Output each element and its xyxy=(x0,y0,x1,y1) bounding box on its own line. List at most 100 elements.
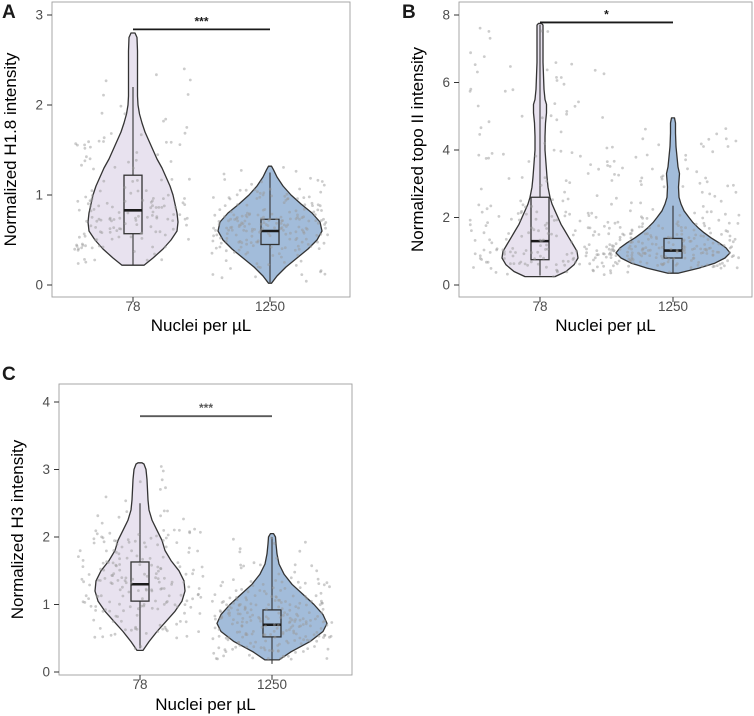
data-point xyxy=(596,253,600,256)
data-point xyxy=(479,187,483,191)
data-point xyxy=(181,201,185,205)
data-point xyxy=(230,228,234,232)
data-point xyxy=(473,239,477,242)
data-point xyxy=(162,509,166,513)
data-point xyxy=(646,249,650,252)
data-point xyxy=(264,592,268,596)
data-point xyxy=(687,236,691,240)
data-point xyxy=(233,218,237,221)
data-point xyxy=(568,212,571,216)
data-point xyxy=(627,264,630,268)
data-point xyxy=(158,230,162,234)
x-axis-title: Nuclei per µL xyxy=(151,316,252,335)
box-iqr xyxy=(123,174,143,235)
data-point xyxy=(102,568,106,572)
data-point xyxy=(552,275,555,278)
data-point xyxy=(254,275,257,279)
data-point xyxy=(682,238,686,242)
data-point xyxy=(613,173,616,176)
data-point xyxy=(87,140,90,144)
data-point xyxy=(280,247,284,251)
data-point xyxy=(485,260,488,264)
data-point xyxy=(145,258,149,262)
data-point xyxy=(154,206,158,209)
data-point xyxy=(630,251,634,255)
data-point xyxy=(232,537,235,541)
data-point xyxy=(262,646,266,650)
data-point xyxy=(303,203,307,207)
data-point xyxy=(222,172,226,176)
data-point xyxy=(693,247,696,251)
data-point xyxy=(261,227,264,231)
data-point xyxy=(587,214,591,218)
data-point xyxy=(184,620,188,624)
data-point xyxy=(573,229,577,233)
data-point xyxy=(197,630,201,633)
data-point xyxy=(304,622,308,626)
data-point xyxy=(555,79,559,82)
data-point xyxy=(288,621,291,624)
data-point xyxy=(646,232,649,236)
data-point xyxy=(124,628,127,632)
x-tick-label: 1250 xyxy=(257,677,287,692)
data-point xyxy=(470,229,473,233)
data-point xyxy=(488,251,492,254)
data-point xyxy=(637,240,640,244)
data-point xyxy=(703,224,707,228)
data-point xyxy=(219,236,222,240)
data-point xyxy=(97,139,101,143)
data-point xyxy=(684,226,687,230)
data-point xyxy=(296,244,300,248)
data-point xyxy=(232,601,236,605)
data-point xyxy=(289,657,293,661)
data-point xyxy=(245,229,248,233)
data-point xyxy=(95,219,99,223)
data-point xyxy=(482,55,486,58)
data-point xyxy=(545,221,549,225)
data-point xyxy=(268,234,272,238)
data-point xyxy=(279,215,283,219)
data-point xyxy=(559,130,563,134)
data-point xyxy=(223,178,227,181)
data-point xyxy=(90,215,94,219)
data-point xyxy=(263,589,266,593)
data-point xyxy=(244,214,248,217)
data-point xyxy=(583,245,586,249)
data-point xyxy=(479,126,483,130)
data-point xyxy=(225,226,229,230)
data-point xyxy=(83,143,86,147)
data-point xyxy=(684,158,687,162)
data-point xyxy=(97,217,101,221)
data-point xyxy=(275,221,278,225)
data-point xyxy=(253,228,256,231)
data-point xyxy=(294,651,297,654)
data-point xyxy=(641,137,645,141)
data-point xyxy=(160,478,164,482)
data-point xyxy=(640,248,644,252)
data-point xyxy=(251,613,255,617)
data-point xyxy=(187,237,190,241)
data-point xyxy=(137,607,140,611)
data-point xyxy=(494,271,498,274)
data-point xyxy=(162,529,166,532)
data-point xyxy=(701,251,705,255)
violin-group-1250 xyxy=(211,532,334,664)
data-point xyxy=(127,160,130,164)
data-point xyxy=(100,521,104,525)
data-point xyxy=(149,200,153,204)
data-point xyxy=(303,581,307,585)
data-point xyxy=(108,600,111,604)
data-point xyxy=(165,629,169,633)
data-point xyxy=(628,244,632,248)
data-point xyxy=(641,241,644,245)
data-point xyxy=(89,224,93,228)
data-point xyxy=(217,628,221,631)
data-point xyxy=(570,251,574,255)
data-point xyxy=(82,580,85,584)
data-point xyxy=(227,219,230,223)
data-point xyxy=(104,79,108,83)
data-point xyxy=(612,249,616,253)
data-point xyxy=(92,541,96,545)
data-point xyxy=(689,239,693,243)
data-point xyxy=(243,225,247,228)
